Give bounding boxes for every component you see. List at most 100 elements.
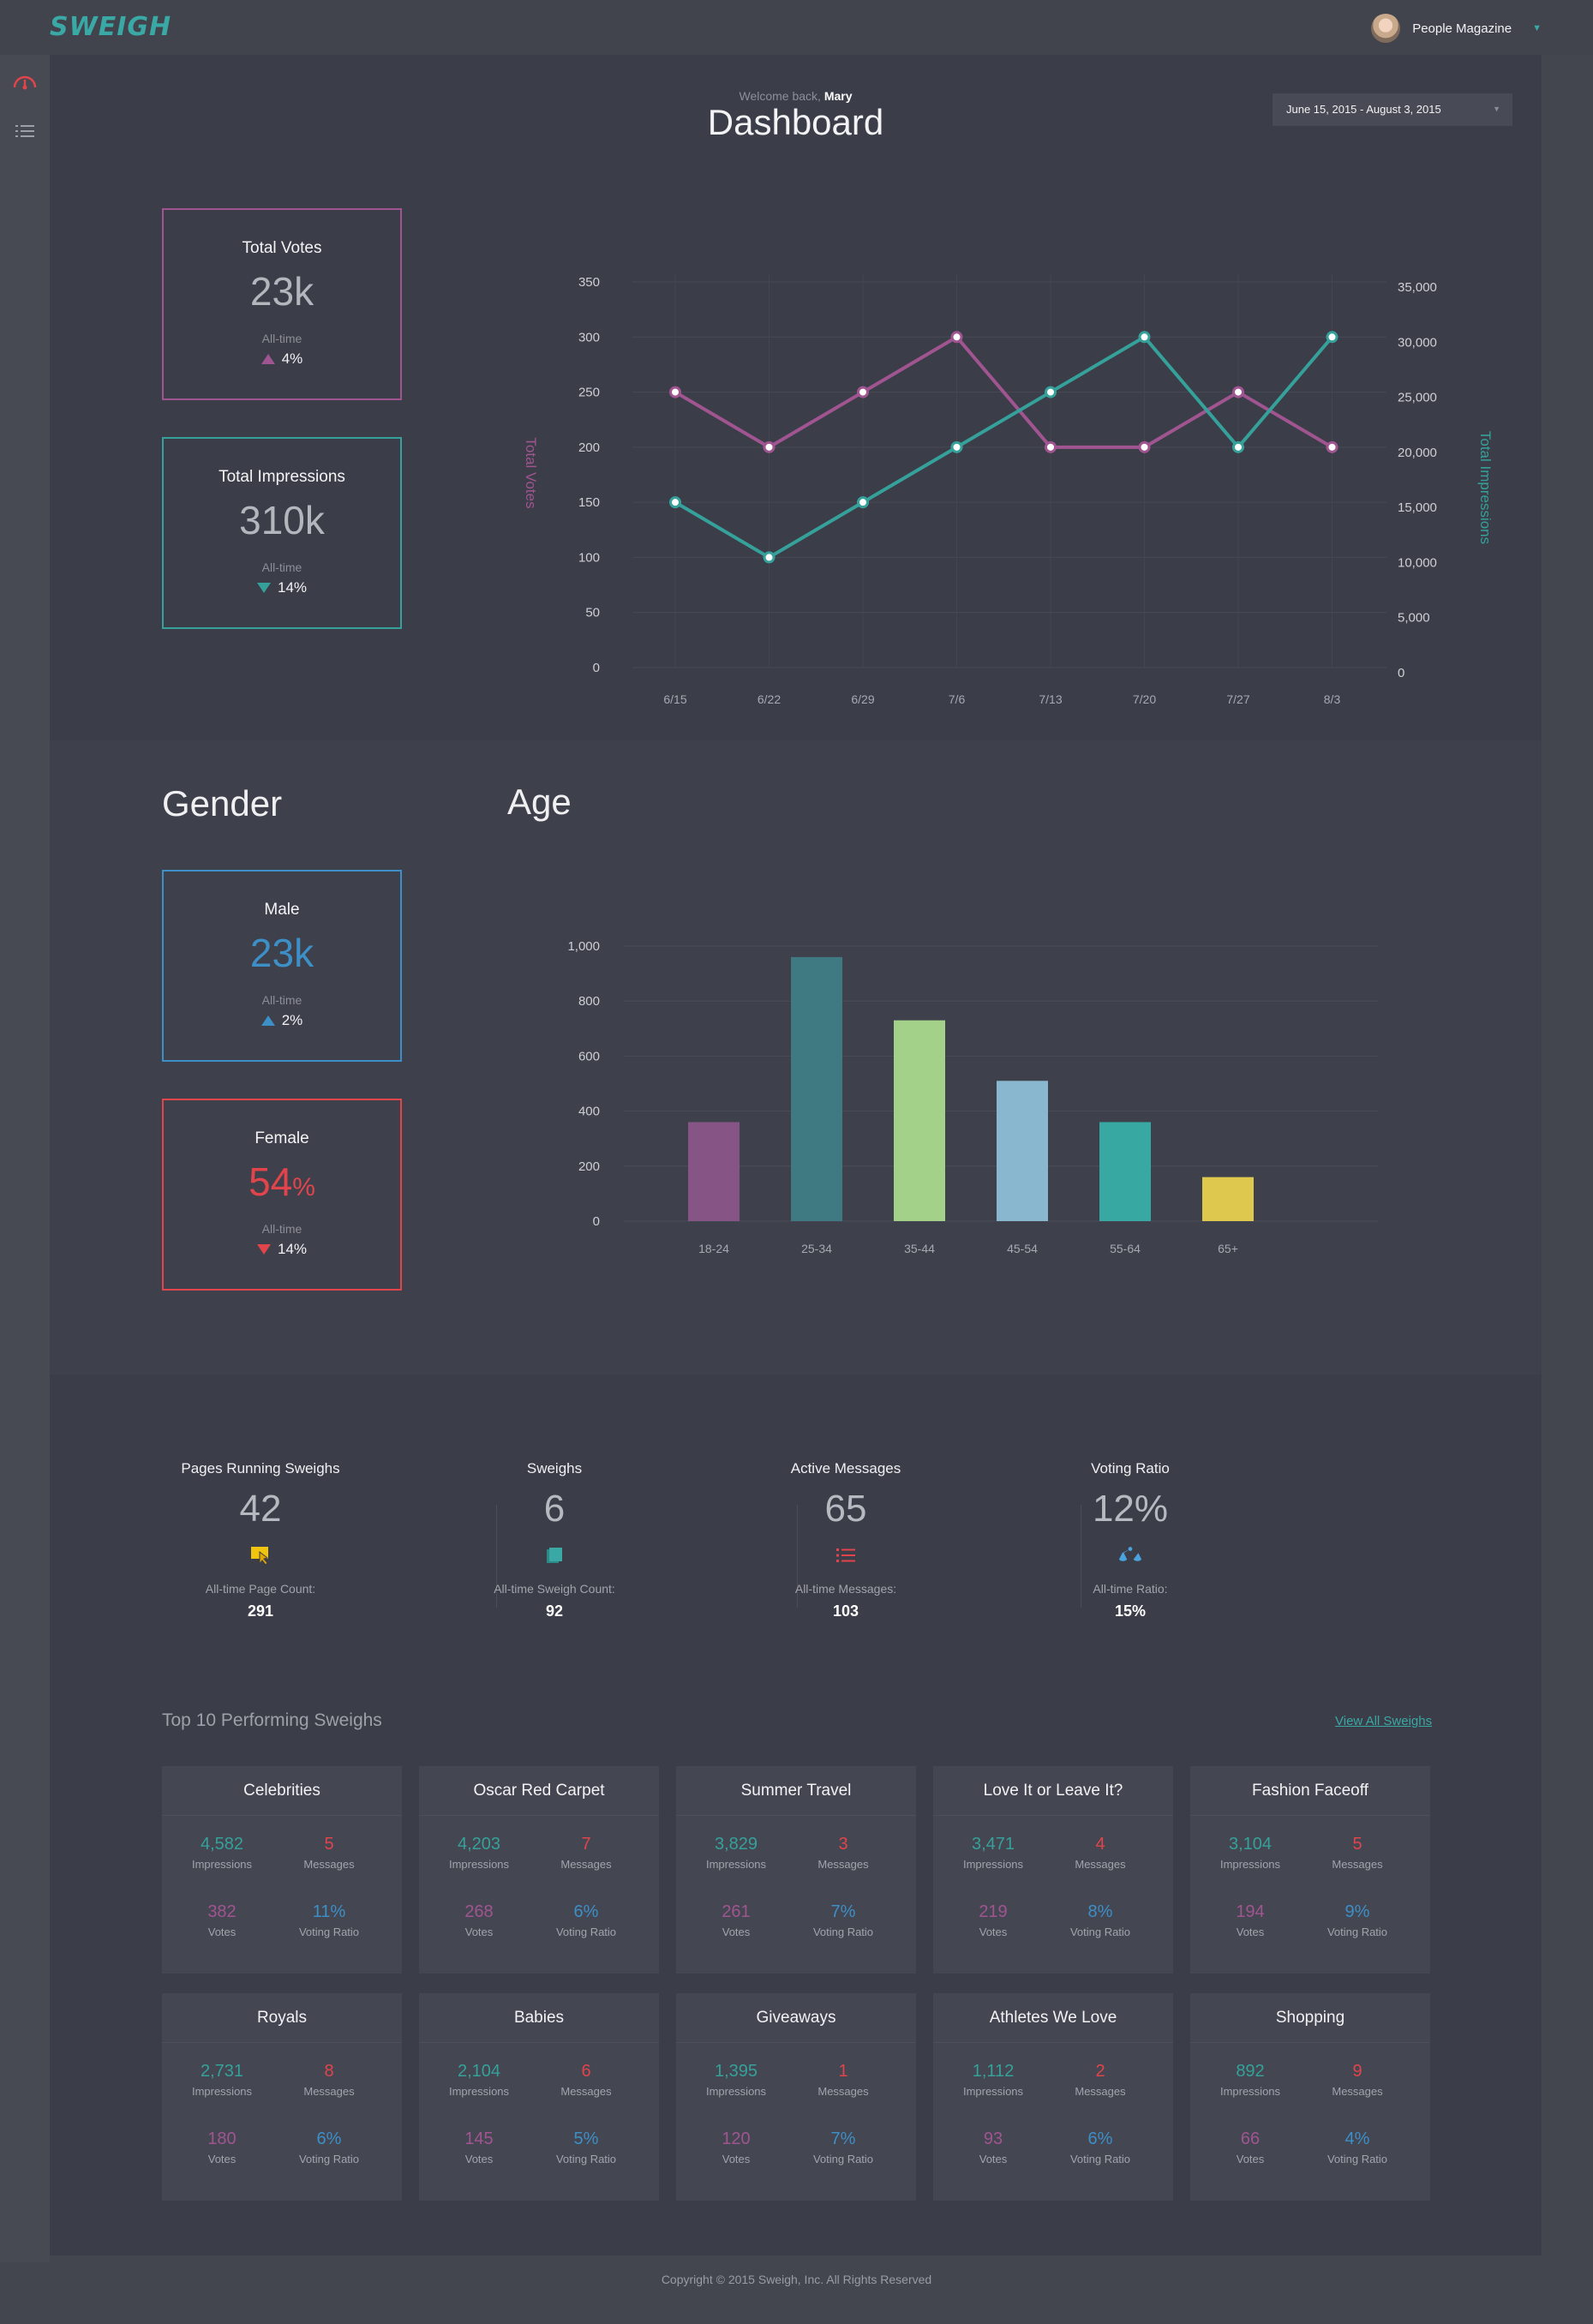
card-stat-impressions: 3,104 Impressions [1190, 1835, 1310, 1871]
date-range-select[interactable]: June 15, 2015 - August 3, 2015 ▼ [1273, 93, 1512, 126]
card-stat-impressions: 1,112 Impressions [933, 2062, 1053, 2098]
card-stat-ratio: 4% Voting Ratio [1297, 2129, 1417, 2165]
stat-label: Impressions [962, 1858, 1024, 1871]
stat-label: Messages [303, 2085, 355, 2098]
x-tick-label: 55-64 [1110, 1242, 1141, 1255]
total-votes-card: Total Votes 23k All-time 4% [162, 208, 402, 400]
summary-sub-value: 15% [1114, 1602, 1147, 1620]
stat-value: 4,582 [200, 1835, 244, 1854]
card-stat-impressions: 3,829 Impressions [676, 1835, 796, 1871]
card-stat-impressions: 2,731 Impressions [162, 2062, 282, 2098]
sweigh-card[interactable]: Fashion Faceoff 3,104 Impressions 5 Messages… [1190, 1766, 1430, 1974]
summary-value: 65 [824, 1488, 867, 1530]
stat-value: 6 [581, 2062, 591, 2081]
data-point [1232, 386, 1244, 398]
arrow-down-icon [256, 583, 271, 593]
summary-sub-value: 92 [545, 1602, 564, 1620]
delta-value: 14% [277, 579, 308, 596]
card-stat-messages: 4 Messages [1040, 1835, 1160, 1871]
sweigh-card[interactable]: Shopping 892 Impressions 9 Messages 66 Votes 4%… [1190, 1993, 1430, 2201]
app-logo[interactable]: SWEIGH [50, 12, 172, 42]
sweigh-card[interactable]: Giveaways 1,395 Impressions 1 Messages 120 Vot… [676, 1993, 916, 2201]
y-tick-label: 350 [578, 275, 600, 290]
view-all-sweighs-link[interactable]: View All Sweighs [1335, 1714, 1433, 1728]
gauge-icon[interactable] [10, 67, 39, 96]
stat-value: 11% [312, 1902, 346, 1921]
user-name[interactable]: People Magazine [1412, 21, 1512, 36]
male-label: Male [264, 901, 300, 919]
stat-value: 1 [838, 2062, 848, 2081]
total-impressions-delta: 14% [164, 579, 400, 596]
bar-65+ [1202, 1177, 1254, 1221]
overview-panel: Welcome back, Mary Dashboard June 15, 20… [50, 55, 1542, 740]
sidebar [0, 55, 50, 2262]
stat-label: Messages [1332, 1858, 1383, 1871]
stat-label: Voting Ratio [555, 2153, 617, 2165]
data-point [1138, 440, 1151, 453]
female-value-number: 54 [249, 1159, 293, 1204]
card-stat-votes: 219 Votes [933, 1902, 1053, 1938]
sweigh-card[interactable]: Love It or Leave It? 3,471 Impressions 4 Mes… [933, 1766, 1173, 1974]
stat-value: 2,731 [200, 2062, 244, 2081]
data-point [1138, 331, 1151, 344]
avatar[interactable] [1371, 14, 1401, 43]
stat-label: Voting Ratio [812, 2153, 874, 2165]
stat-value: 180 [207, 2129, 237, 2148]
sweigh-card[interactable]: Celebrities 4,582 Impressions 5 Messages 382 V… [162, 1766, 402, 1974]
series-line [674, 335, 1334, 560]
data-point [669, 496, 681, 509]
summary-ratio: Voting Ratio 12% All-time Ratio: 15% [985, 1460, 1276, 1620]
card-stat-impressions: 1,395 Impressions [676, 2062, 796, 2098]
card-stat-ratio: 6% Voting Ratio [1040, 2129, 1160, 2165]
stat-value: 6% [316, 2129, 342, 2148]
card-title: Giveaways [676, 1993, 916, 2043]
stat-value: 4,203 [457, 1835, 501, 1854]
total-impressions-card: Total Impressions 310k All-time 14% [162, 437, 402, 629]
y-tick-label: 400 [578, 1105, 600, 1119]
delta-value: 4% [281, 350, 303, 367]
list-icon[interactable] [10, 117, 39, 146]
performance-panel: Pages Running Sweighs 42 All-time Page C… [50, 1375, 1542, 2255]
summary-value: 6 [543, 1488, 566, 1530]
x-tick-label: 45-54 [1007, 1242, 1038, 1255]
stat-label: Impressions [448, 2085, 510, 2098]
chevron-down-icon[interactable]: ▼ [1532, 23, 1542, 33]
stat-label: Voting Ratio [1069, 1926, 1131, 1938]
summary-sub-label: All-time Ratio: [1093, 1582, 1168, 1596]
x-tick-label: 7/6 [949, 692, 966, 706]
stat-value: 120 [722, 2129, 751, 2148]
divider [797, 1505, 798, 1608]
card-stat-messages: 3 Messages [783, 1835, 903, 1871]
sweigh-card[interactable]: Athletes We Love 1,112 Impressions 2 Message… [933, 1993, 1173, 2201]
y2-tick-label: 15,000 [1398, 500, 1437, 515]
scale-icon [1117, 1542, 1143, 1568]
card-stat-messages: 1 Messages [783, 2062, 903, 2098]
delta-value: 2% [281, 1012, 303, 1028]
votes-impressions-line-chart: 0 50 100 150 200 250 300 350 0 5,000 10,000 15,000 2… [523, 273, 1494, 706]
user-menu[interactable]: People Magazine ▼ [1371, 14, 1542, 43]
sweigh-card[interactable]: Summer Travel 3,829 Impressions 3 Messages 26… [676, 1766, 916, 1974]
stat-value: 5 [324, 1835, 334, 1854]
summary-pages: Pages Running Sweighs 42 All-time Page C… [115, 1460, 406, 1620]
summary-value: 42 [239, 1488, 282, 1530]
female-value-unit: % [292, 1173, 315, 1201]
sweigh-card[interactable]: Babies 2,104 Impressions 6 Messages 145 Votes 5… [419, 1993, 659, 2201]
data-point [857, 496, 869, 509]
series-line [674, 335, 1333, 449]
summary-sub-value: 103 [832, 1602, 859, 1620]
stat-label: Messages [817, 1858, 869, 1871]
card-stat-votes: 261 Votes [676, 1902, 796, 1938]
x-tick-label: 6/22 [758, 692, 781, 706]
y2-axis-label: Total Impressions [1477, 431, 1494, 544]
card-title: Celebrities [162, 1766, 402, 1816]
sweigh-card[interactable]: Royals 2,731 Impressions 8 Messages 180 Votes 6… [162, 1993, 402, 2201]
card-title: Shopping [1190, 1993, 1430, 2043]
sweigh-card[interactable]: Oscar Red Carpet 4,203 Impressions 7 Message… [419, 1766, 659, 1974]
stat-value: 4 [1095, 1835, 1105, 1854]
data-point [857, 386, 869, 398]
card-title: Royals [162, 1993, 402, 2043]
welcome-name: Mary [823, 89, 853, 103]
y2-tick-label: 30,000 [1398, 335, 1437, 350]
stat-label: Voting Ratio [298, 2153, 360, 2165]
stat-value: 194 [1236, 1902, 1265, 1921]
